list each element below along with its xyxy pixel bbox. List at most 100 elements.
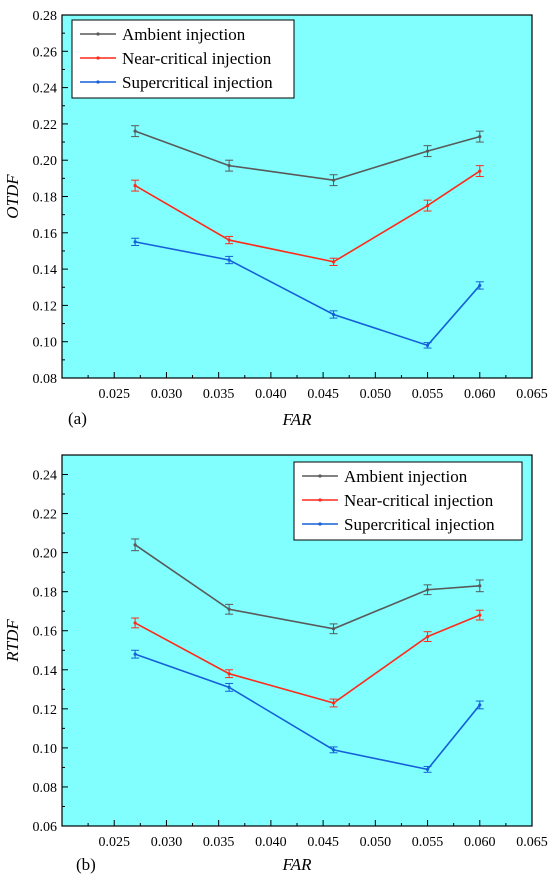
y-tick-label: 0.18 <box>33 191 58 206</box>
y-tick-label: 0.20 <box>33 154 58 169</box>
data-point <box>133 129 137 133</box>
legend-marker <box>96 80 100 84</box>
legend-marker <box>318 522 322 526</box>
data-point <box>227 685 231 689</box>
x-tick-label: 0.050 <box>360 835 392 850</box>
y-axis-label: OTDF <box>3 174 22 219</box>
data-point <box>227 607 231 611</box>
x-tick-label: 0.045 <box>307 387 339 402</box>
x-tick-label: 0.035 <box>203 835 235 850</box>
series-supercritical-injection <box>131 649 484 773</box>
x-tick-label: 0.030 <box>151 835 183 850</box>
data-point <box>425 203 430 208</box>
x-tick-label: 0.050 <box>360 387 392 402</box>
y-tick-label: 0.12 <box>33 703 58 718</box>
legend-label: Near-critical injection <box>344 491 494 510</box>
y-tick-label: 0.26 <box>33 45 58 60</box>
legend-label: Supercritical injection <box>344 515 495 534</box>
y-tick-label: 0.16 <box>33 625 58 640</box>
data-point <box>133 240 137 244</box>
data-point <box>133 621 137 625</box>
series-near-critical-injection <box>131 609 484 708</box>
y-tick-label: 0.14 <box>33 263 58 278</box>
x-tick-label: 0.035 <box>203 387 235 402</box>
y-tick-label: 0.10 <box>33 336 58 351</box>
y-tick-label: 0.10 <box>33 742 58 757</box>
plot-frame <box>61 454 533 827</box>
data-point <box>478 703 482 707</box>
x-tick-label: 0.060 <box>464 387 496 402</box>
y-tick-label: 0.08 <box>33 372 58 387</box>
data-point <box>227 238 231 242</box>
x-tick-label: 0.025 <box>98 387 130 402</box>
panel-label: (b) <box>76 855 96 874</box>
legend-label: Ambient injection <box>344 467 468 486</box>
data-point <box>478 135 482 139</box>
y-tick-label: 0.28 <box>33 9 58 24</box>
x-tick-label: 0.055 <box>412 387 444 402</box>
data-point <box>425 343 430 347</box>
data-point <box>425 149 430 153</box>
data-point <box>133 543 137 547</box>
legend-marker <box>96 56 100 60</box>
y-tick-label: 0.06 <box>33 820 58 835</box>
panel-label: (a) <box>68 409 87 428</box>
legend-label: Near-critical injection <box>122 49 272 68</box>
data-point <box>478 283 482 288</box>
y-tick-label: 0.16 <box>33 227 58 242</box>
data-point <box>425 767 430 771</box>
data-point <box>425 588 430 592</box>
series-ambient-injection <box>131 125 484 187</box>
data-point <box>331 627 336 631</box>
legend-marker <box>96 32 100 36</box>
x-axis-label: FAR <box>282 410 313 429</box>
y-tick-label: 0.22 <box>33 118 58 133</box>
x-tick-label: 0.060 <box>464 835 496 850</box>
chart-panel-2: 0.06 0.08 0.10 0.12 0.14 0.16 0.18 0.20 0.22 0.24… <box>3 454 548 874</box>
y-tick-label: 0.20 <box>33 547 58 562</box>
chart-panel-1: 0.08 0.10 0.12 0.14 0.16 0.18 0.20 0.22 0.24 0.26… <box>3 9 548 429</box>
legend-marker <box>318 474 322 478</box>
y-axis-label: RTDF <box>3 619 22 663</box>
data-point <box>478 169 482 173</box>
legend-label: Supercritical injection <box>122 73 273 92</box>
y-tick-label: 0.24 <box>33 469 58 484</box>
legend-label: Ambient injection <box>122 25 246 44</box>
data-point <box>478 584 482 588</box>
x-tick-label: 0.045 <box>307 835 339 850</box>
x-tick-label: 0.065 <box>516 835 548 850</box>
data-point <box>227 672 231 676</box>
x-tick-label: 0.030 <box>151 387 183 402</box>
series-ambient-injection <box>131 538 484 635</box>
y-tick-label: 0.12 <box>33 299 58 314</box>
legend-box <box>71 19 295 99</box>
x-tick-label: 0.040 <box>255 387 287 402</box>
data-point <box>331 178 336 182</box>
legend: Ambient injection Near-critical injection… <box>71 19 295 99</box>
data-point <box>133 184 137 188</box>
data-point <box>425 634 430 639</box>
legend-box <box>293 461 523 541</box>
y-tick-label: 0.14 <box>33 664 58 679</box>
y-tick-label: 0.18 <box>33 586 58 601</box>
y-tick-label: 0.08 <box>33 781 58 796</box>
x-tick-label: 0.055 <box>412 835 444 850</box>
legend: Ambient injection Near-critical injection… <box>293 461 523 541</box>
data-point <box>478 613 482 617</box>
data-point <box>227 258 231 262</box>
data-point <box>331 701 336 705</box>
plot-frame <box>61 14 533 379</box>
series-near-critical-injection <box>131 165 484 266</box>
data-point <box>133 652 137 656</box>
x-tick-label: 0.065 <box>516 387 548 402</box>
y-tick-label: 0.24 <box>33 82 58 97</box>
legend-marker <box>318 498 322 502</box>
x-tick-label: 0.025 <box>98 835 130 850</box>
y-tick-label: 0.22 <box>33 508 58 523</box>
x-axis-label: FAR <box>282 855 313 874</box>
data-point <box>227 164 231 168</box>
series-supercritical-injection <box>131 237 484 349</box>
data-point <box>331 312 336 317</box>
data-point <box>331 260 336 264</box>
data-point <box>331 748 336 752</box>
